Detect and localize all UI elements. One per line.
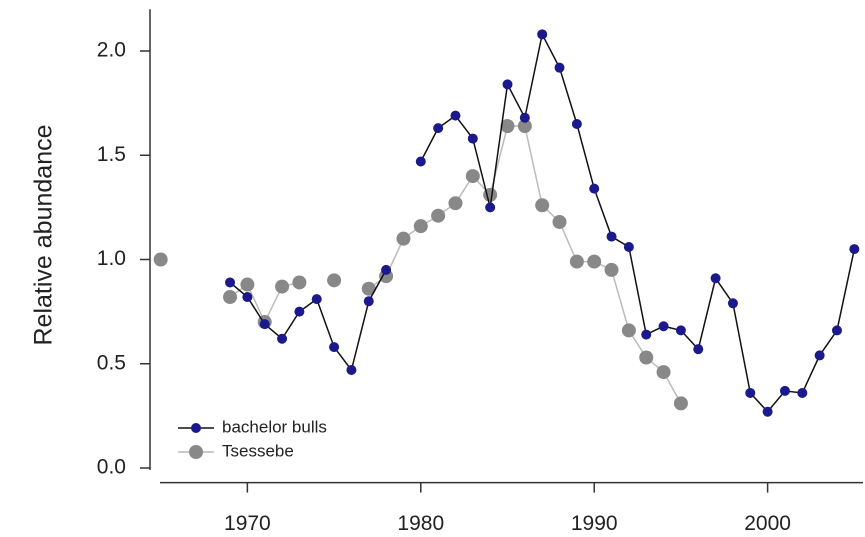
data-point [727,298,738,309]
data-point [225,277,236,288]
series-line [229,32,856,413]
data-point [275,279,290,294]
y-tick-label: 0.0 [97,456,126,479]
x-tick-label: 2000 [744,512,791,535]
data-point [658,321,669,332]
data-point [242,292,253,303]
data-point [589,183,600,194]
data-point [294,306,305,317]
legend-label: Tsessebe [222,441,294,460]
data-point [656,365,671,380]
data-point [467,133,478,144]
y-tick-label: 0.5 [97,351,126,374]
data-point [552,214,567,229]
data-point [259,319,270,330]
data-point [535,198,550,213]
data-point [693,344,704,355]
data-point [153,252,168,267]
data-point [606,231,617,242]
data-point [433,123,444,134]
data-point [431,208,446,223]
legend-marker [191,423,201,433]
legend-label: bachelor bulls [222,417,327,436]
data-point [849,244,860,255]
data-point [831,325,842,336]
data-point [604,262,619,277]
y-tick-label: 2.0 [97,39,126,62]
data-point [396,231,411,246]
y-tick-label: 1.5 [97,143,126,166]
data-point [450,110,461,121]
y-tick-label: 1.0 [97,247,126,270]
data-point [621,323,636,338]
data-point [329,342,340,353]
data-point [745,387,756,398]
data-point [623,241,634,252]
data-point [381,264,392,275]
data-point [797,387,808,398]
data-point [641,329,652,340]
data-point [311,294,322,305]
data-point [500,119,515,134]
legend-marker [189,445,203,459]
data-point [502,79,513,90]
data-point [710,273,721,284]
data-point [519,112,530,123]
y-axis-label: Relative abundance [30,125,58,346]
data-point [415,156,426,167]
data-point [814,350,825,361]
data-point [292,275,307,290]
data-point [537,29,548,40]
data-point [363,296,374,307]
data-point [571,118,582,129]
data-point [762,406,773,417]
data-point [569,254,584,269]
data-point [639,350,654,365]
data-point [517,119,532,134]
data-point [327,273,342,288]
data-point [413,219,428,234]
x-tick-label: 1990 [571,512,618,535]
data-point [779,385,790,396]
data-point [277,333,288,344]
data-point [675,325,686,336]
data-point [223,290,238,305]
data-point [554,62,565,73]
data-point [485,202,496,213]
x-tick-label: 1970 [224,512,271,535]
data-point [240,277,255,292]
data-point [673,396,688,411]
x-tick-label: 1980 [397,512,444,535]
data-point [465,169,480,184]
data-point [448,196,463,211]
data-point [587,254,602,269]
data-point [346,365,357,376]
data-point [361,281,376,296]
